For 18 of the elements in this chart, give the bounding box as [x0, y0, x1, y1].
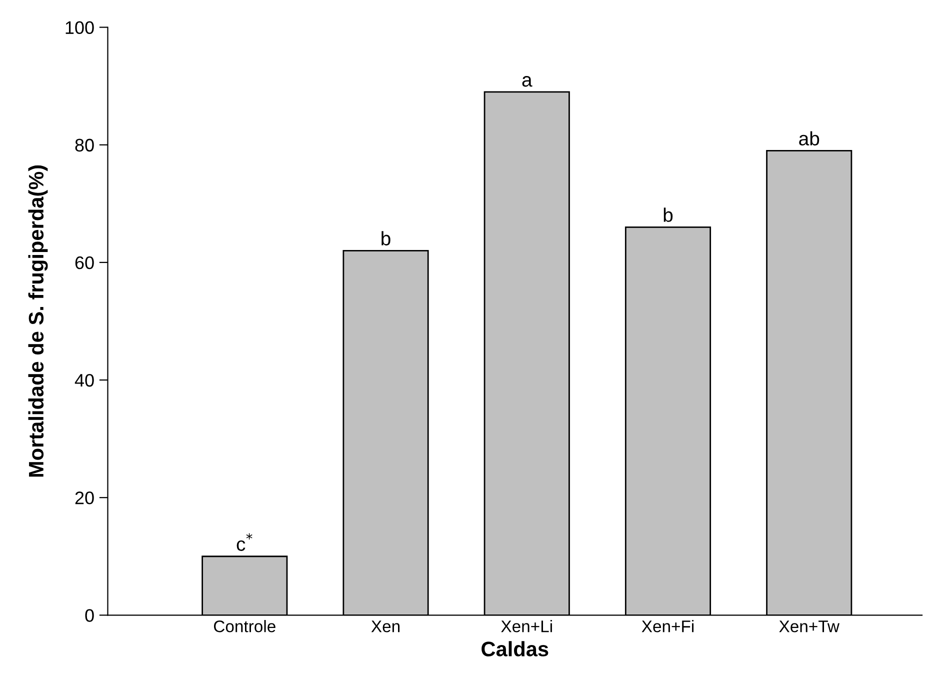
- y-axis-title: Mortalidade de S. frugiperda(%): [28, 165, 48, 477]
- x-tick-label: Xen+Tw: [779, 620, 840, 632]
- y-tick-label: 60: [75, 256, 94, 270]
- x-tick-label: Xen+Li: [501, 620, 552, 632]
- x-tick-label: Xen: [371, 620, 400, 632]
- y-tick-label: 0: [85, 609, 94, 622]
- y-tick-label: 80: [75, 138, 94, 152]
- y-tick-label: 20: [75, 492, 94, 504]
- x-tick-label: Xen+Fi: [642, 620, 694, 632]
- y-tick-label: 40: [74, 374, 94, 387]
- data-label: a: [522, 76, 532, 87]
- x-axis-title: Caldas: [482, 641, 548, 656]
- data-label: c$^{*}$: [236, 533, 252, 551]
- data-label: ab: [799, 131, 820, 146]
- data-label: b: [664, 208, 673, 222]
- data-label: b: [382, 231, 390, 246]
- y-tick-label: 100: [66, 21, 94, 34]
- x-tick-label: Controle: [214, 620, 276, 632]
